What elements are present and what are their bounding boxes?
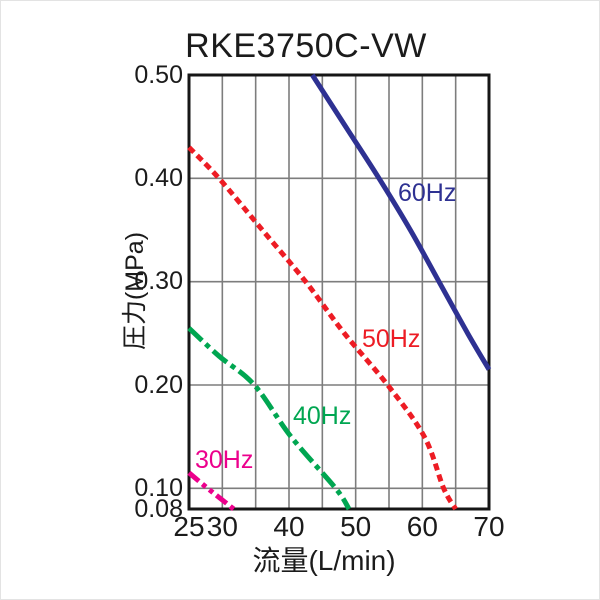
x-tick-label: 25 (173, 511, 205, 542)
curve-30hz (187, 470, 236, 511)
y-tick-label: 0.08 (134, 494, 183, 523)
curve-60hz (310, 73, 492, 371)
x-tick-label: 50 (340, 511, 372, 542)
x-tick-label: 40 (273, 511, 305, 542)
axis-frame (187, 73, 491, 511)
curve-50hz (187, 145, 458, 511)
x-tick-label: 70 (473, 511, 505, 542)
y-tick-label: 0.20 (134, 370, 183, 399)
curve-label-60hz: 60Hz (398, 179, 457, 207)
x-axis-title: 流量(L/min) (252, 545, 396, 576)
x-tick-label: 60 (406, 511, 438, 542)
curve-label-50hz: 50Hz (362, 325, 421, 353)
y-tick-label: 0.50 (134, 60, 183, 89)
y-tick-label: 0.40 (134, 163, 183, 192)
curve-label-30hz: 30Hz (195, 446, 254, 474)
curve-40hz (187, 326, 352, 511)
curve-label-40hz: 40Hz (293, 402, 352, 430)
y-tick-label: 0.30 (134, 267, 183, 296)
x-tick-label: 30 (206, 511, 238, 542)
y-tick-label: 0.10 (134, 473, 183, 502)
chart-title: RKE3750C-VW (185, 27, 427, 65)
